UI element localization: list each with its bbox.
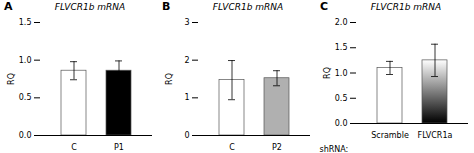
svg-text:0.0: 0.0 bbox=[19, 131, 32, 140]
svg-text:1.5: 1.5 bbox=[335, 43, 348, 52]
html-text:FLVCR1b mRNA: FLVCR1b mRNA bbox=[54, 2, 126, 12]
svg-text:2.0: 2.0 bbox=[335, 18, 348, 27]
svg-text:shRNA:: shRNA: bbox=[320, 145, 349, 153]
svg-text:0.0: 0.0 bbox=[335, 119, 348, 128]
svg-text:0.5: 0.5 bbox=[19, 93, 32, 102]
svg-text:3: 3 bbox=[184, 18, 189, 27]
svg-text:1.5: 1.5 bbox=[19, 18, 32, 27]
svg-text:0.5: 0.5 bbox=[335, 94, 348, 103]
svg-text:Scramble: Scramble bbox=[371, 131, 409, 140]
svg-text:1.0: 1.0 bbox=[335, 69, 348, 78]
svg-text:C: C bbox=[229, 143, 235, 152]
html-text:FLVCR1b mRNA: FLVCR1b mRNA bbox=[370, 2, 442, 12]
svg-text:2: 2 bbox=[184, 56, 189, 65]
svg-text:0: 0 bbox=[184, 131, 189, 140]
svg-text:P2: P2 bbox=[272, 143, 282, 152]
svg-text:1.0: 1.0 bbox=[19, 56, 32, 65]
svg-text:FLVCR1a: FLVCR1a bbox=[418, 131, 453, 140]
html-text:B: B bbox=[162, 0, 171, 13]
svg-text:RQ: RQ bbox=[7, 73, 16, 85]
svg-text:C: C bbox=[71, 143, 77, 152]
html-text:C: C bbox=[320, 0, 329, 13]
html-text:FLVCR1b mRNA: FLVCR1b mRNA bbox=[212, 2, 284, 12]
svg-text:P1: P1 bbox=[114, 143, 124, 152]
html-text:A: A bbox=[4, 0, 13, 13]
svg-text:RQ: RQ bbox=[165, 73, 174, 85]
svg-text:RQ: RQ bbox=[323, 67, 332, 79]
svg-text:1: 1 bbox=[184, 93, 189, 102]
